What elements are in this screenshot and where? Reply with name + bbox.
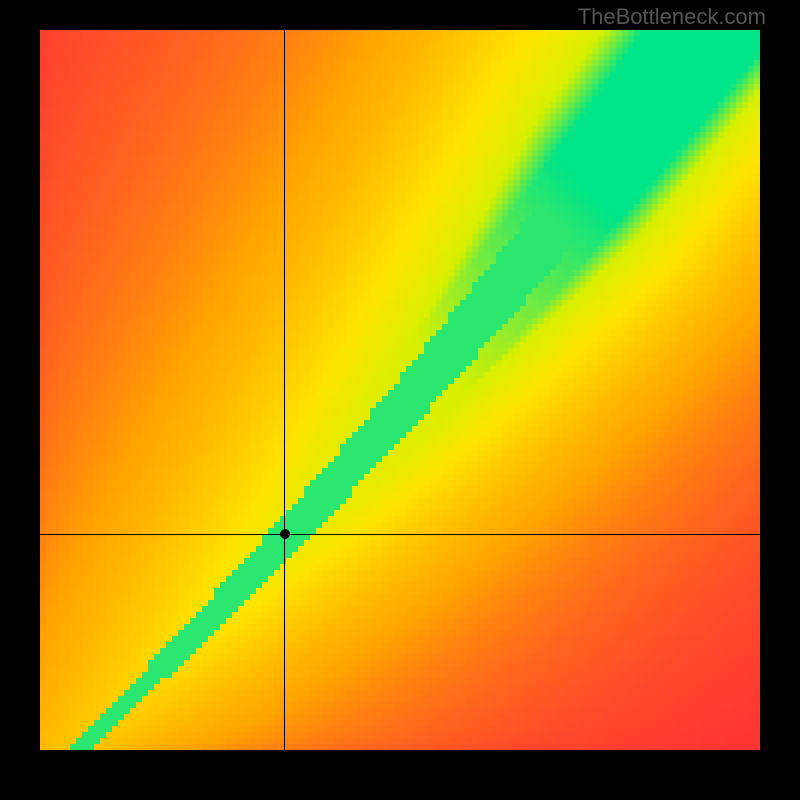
watermark-text: TheBottleneck.com: [578, 4, 766, 30]
selection-marker: [280, 529, 290, 539]
crosshair-horizontal: [40, 534, 760, 535]
bottleneck-heatmap: [40, 30, 760, 750]
chart-container: TheBottleneck.com: [0, 0, 800, 800]
crosshair-vertical: [284, 30, 285, 750]
